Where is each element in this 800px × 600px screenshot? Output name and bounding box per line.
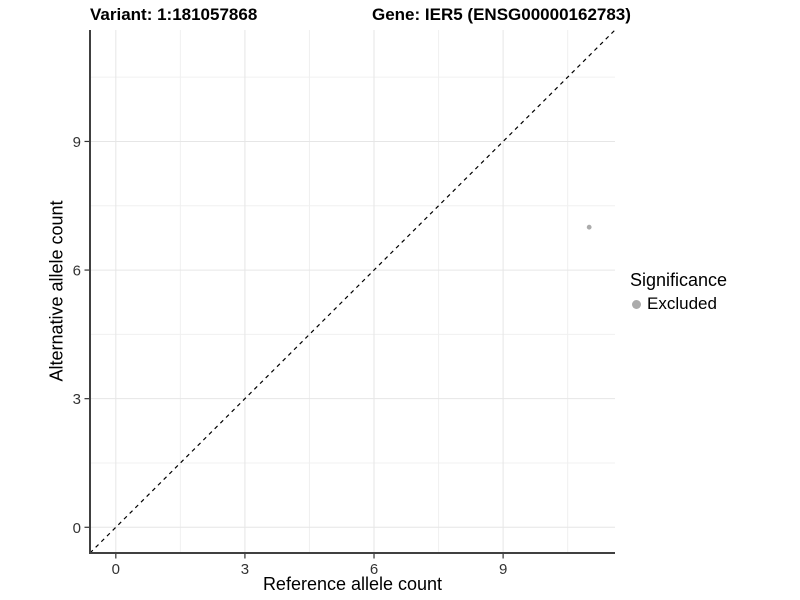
identity-line <box>89 29 616 554</box>
x-tick-label: 6 <box>370 561 378 578</box>
data-point <box>586 224 592 230</box>
legend-title: Significance <box>630 270 728 290</box>
x-tick-label: 0 <box>112 561 120 578</box>
y-tick-label: 3 <box>73 391 81 408</box>
plot-title-gene: Gene: IER5 (ENSG00000162783) <box>372 5 631 24</box>
legend: Significance Excluded <box>630 270 727 314</box>
legend-key-dot-icon <box>632 299 641 309</box>
legend-item-excluded: Excluded <box>632 294 727 314</box>
x-tick-label: 9 <box>499 561 507 578</box>
y-tick-label: 9 <box>73 134 81 151</box>
y-tick-label: 6 <box>73 263 81 280</box>
x-tick-label: 3 <box>241 561 249 578</box>
plot-title-variant: Variant: 1:181057868 <box>90 5 258 24</box>
y-axis-label: Alternative allele count <box>46 200 67 382</box>
y-tick-label: 0 <box>73 520 81 537</box>
x-axis-label: Reference allele count <box>262 574 443 594</box>
legend-item-label: Excluded <box>647 294 717 313</box>
